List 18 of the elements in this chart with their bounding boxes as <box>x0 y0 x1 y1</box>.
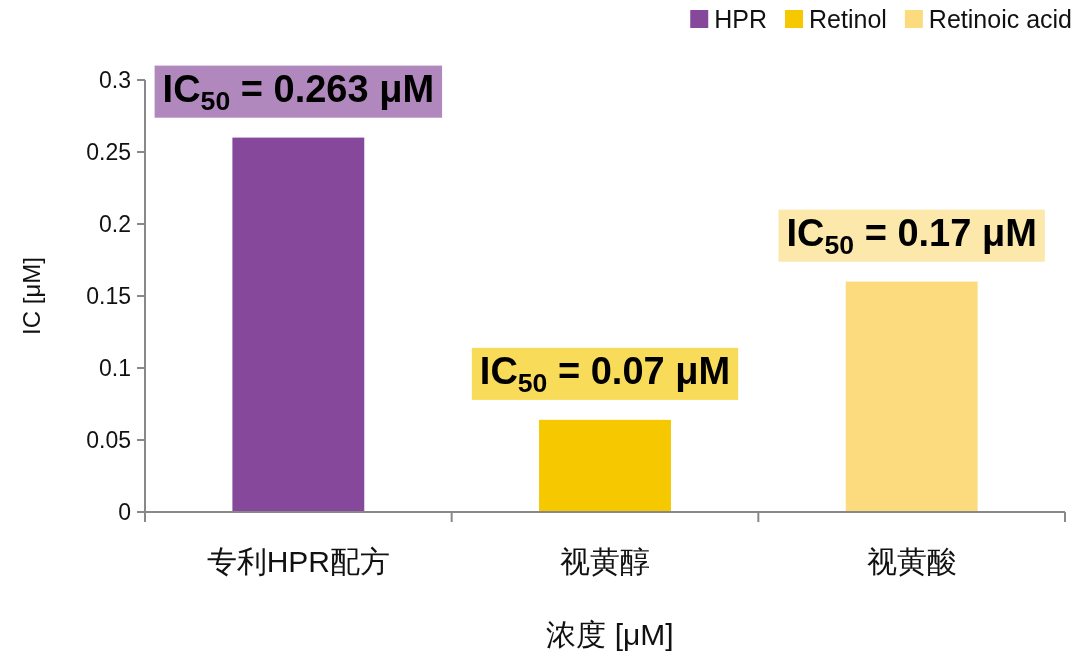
y-tick-label: 0.3 <box>99 67 131 93</box>
annotation: IC$_{50}$ = 0.17 μM <box>786 211 1037 260</box>
annotation: IC$_{50}$ = 0.263 μM <box>162 67 435 116</box>
y-tick-label: 0.1 <box>99 355 131 381</box>
y-tick-label: 0.05 <box>86 427 131 453</box>
legend-label: Retinoic acid <box>928 5 1072 33</box>
legend-label: Retinol <box>809 5 887 33</box>
y-tick-label: 0.2 <box>99 211 131 237</box>
legend-label: HPR <box>714 5 768 33</box>
y-axis-title: IC [μM] <box>18 257 45 335</box>
x-axis-title: 浓度 [μM] <box>546 618 674 651</box>
y-tick-label: 0.15 <box>86 283 131 309</box>
y-tick-label: 0.25 <box>86 139 131 165</box>
x-tick-label: 视黄酸 <box>866 545 957 578</box>
x-tick-label: 视黄醇 <box>560 545 650 578</box>
annotation: IC$_{50}$ = 0.07 μM <box>479 349 731 398</box>
x-tick-label: 专利HPR配方 <box>206 545 391 578</box>
y-tick-label: 0 <box>118 499 131 525</box>
